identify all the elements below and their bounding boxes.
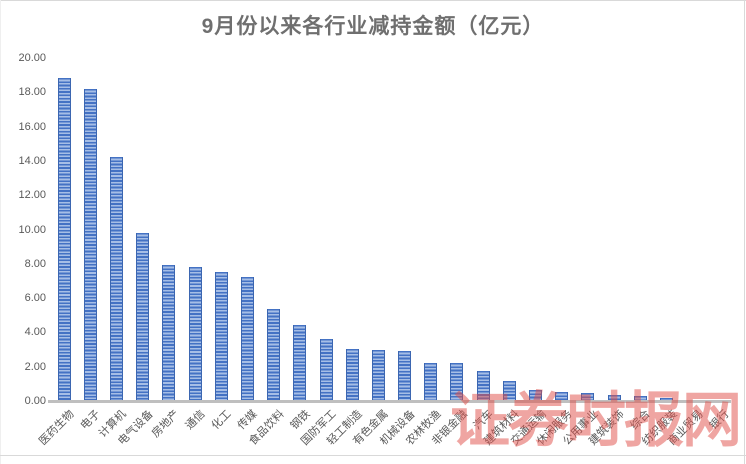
bar bbox=[529, 390, 542, 401]
bar bbox=[634, 396, 647, 401]
window-border-left bbox=[0, 0, 1, 464]
bar bbox=[660, 398, 673, 401]
bar bbox=[267, 309, 280, 401]
y-axis-tick-label: 18.00 bbox=[18, 86, 46, 99]
x-axis-category-label: 医药生物 bbox=[37, 408, 77, 448]
y-axis-tick-label: 8.00 bbox=[24, 257, 46, 270]
bar bbox=[110, 157, 123, 401]
bar bbox=[424, 363, 437, 401]
bar bbox=[372, 350, 385, 401]
y-axis-tick-label: 6.00 bbox=[24, 292, 46, 305]
window-border-bottom bbox=[0, 455, 746, 456]
window-border-right bbox=[744, 0, 745, 464]
bar bbox=[581, 393, 594, 401]
y-axis-tick-label: 20.00 bbox=[18, 52, 46, 64]
y-axis-tick-label: 2.00 bbox=[24, 360, 46, 373]
bar bbox=[450, 363, 463, 401]
bar bbox=[555, 392, 568, 401]
y-axis-tick-label: 10.00 bbox=[18, 223, 46, 236]
y-axis-tick-label: 0.00 bbox=[24, 395, 46, 407]
bar bbox=[58, 78, 71, 401]
bar bbox=[503, 381, 516, 401]
bar bbox=[136, 233, 149, 401]
bar bbox=[608, 395, 621, 401]
bar bbox=[477, 371, 490, 401]
bar bbox=[320, 339, 333, 401]
y-axis-tick-label: 14.00 bbox=[18, 154, 46, 167]
bar bbox=[241, 277, 254, 401]
chart-title: 9月份以来各行业减持金额（亿元） bbox=[201, 15, 545, 38]
bar bbox=[84, 89, 97, 401]
y-axis-tick-label: 4.00 bbox=[24, 326, 46, 339]
x-axis-category-label: 房地产 bbox=[149, 408, 182, 440]
bar bbox=[189, 267, 202, 401]
bar bbox=[398, 351, 411, 401]
x-axis-category-label: 银行 bbox=[707, 408, 732, 433]
x-axis-category-label: 通信 bbox=[183, 408, 208, 433]
y-axis-tick-label: 12.00 bbox=[18, 189, 46, 202]
y-axis-tick-label: 16.00 bbox=[18, 120, 46, 133]
window-border-top bbox=[0, 0, 746, 1]
bar bbox=[346, 349, 359, 401]
bar bbox=[162, 265, 175, 401]
bar bbox=[293, 325, 306, 401]
bar bbox=[215, 272, 228, 401]
x-axis-line bbox=[48, 400, 731, 403]
x-axis-category-label: 化工 bbox=[209, 408, 234, 433]
